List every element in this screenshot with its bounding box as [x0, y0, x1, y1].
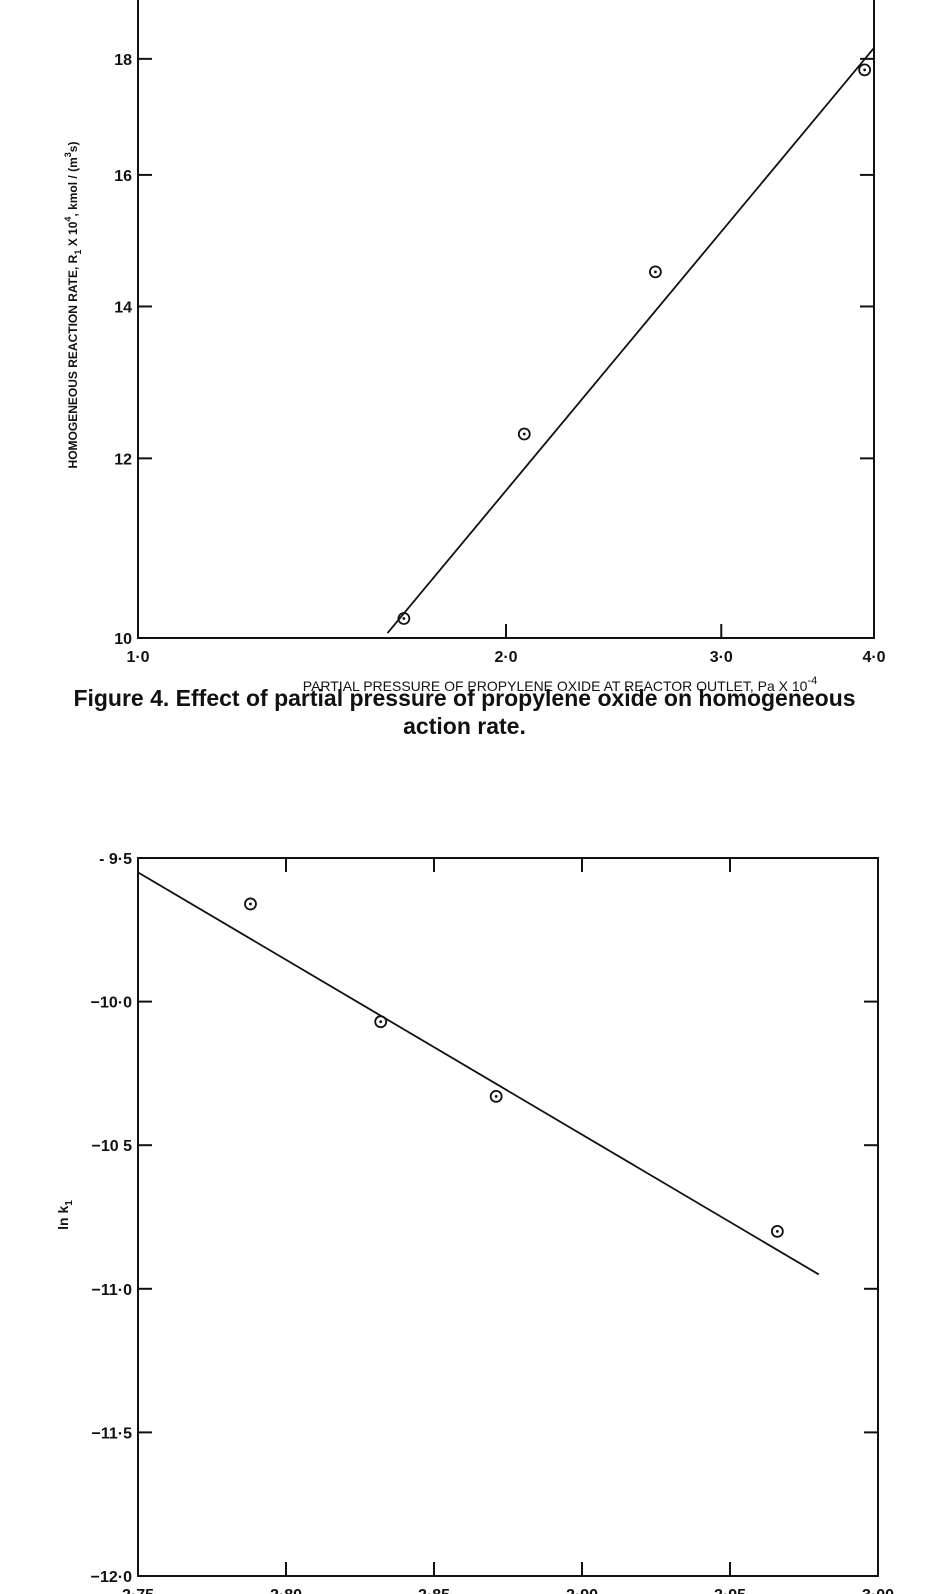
- chart1-plot-frame: [137, 0, 875, 639]
- chart1-x-axis-title: PARTIAL PRESSURE OF PROPYLENE OXIDE AT R…: [303, 675, 817, 694]
- chart2-y-tick-label: −10 5: [92, 1138, 133, 1155]
- chart2-y-tick-label: −10·0: [91, 995, 132, 1012]
- chart1-x-tick-label: 2·0: [494, 649, 517, 666]
- figure-caption-line-2: action rate.: [403, 713, 526, 739]
- chart1-data-point-center: [522, 432, 526, 436]
- chart1-y-axis-title: HOMOGENEOUS REACTION RATE, R1 X 104, kmo…: [63, 142, 83, 469]
- chart2-y-tick-label: −12·0: [91, 1569, 132, 1586]
- chart2-x-tick-label: 2·75: [122, 1587, 154, 1594]
- chart2-data-point: [770, 1224, 784, 1238]
- chart2-data-point-center: [775, 1229, 779, 1233]
- chart1-y-axis-title-text: HOMOGENEOUS REACTION RATE, R: [66, 254, 80, 468]
- chart2-x-tick-label: 2·80: [270, 1587, 302, 1594]
- chart1-y-tick-label: 14: [114, 299, 132, 316]
- chart2-y-tick-label: - 9·5: [99, 851, 132, 868]
- chart1-data-point: [517, 427, 531, 441]
- chart1-x-tick-label: 3·0: [710, 649, 733, 666]
- chart2-x-tick-label: 3·00: [862, 1587, 894, 1594]
- chart2-data-point: [244, 897, 257, 911]
- chart1-y-axis-title-exponent: 4: [63, 217, 73, 222]
- chart2-y-tick-label: −11·0: [92, 1282, 133, 1299]
- chart1-data-point-center: [863, 68, 867, 72]
- chart1-x-axis-title-exponent: -4: [807, 675, 817, 687]
- chart1-y-axis-title-units: , kmol / (m: [66, 157, 80, 216]
- chart1-data-point-center: [402, 617, 406, 620]
- chart2-data-point: [489, 1089, 503, 1103]
- chart2-x-tick-label: 2·85: [418, 1587, 450, 1594]
- chart1-y-tick-label: 10: [114, 631, 132, 648]
- chart2-y-axis-title-text: ln k: [55, 1206, 71, 1230]
- chart2-x-tick-label: 2·95: [714, 1587, 746, 1594]
- chart1-y-tick-label: 12: [114, 451, 132, 468]
- chart1-x-tick-label: 1·0: [126, 649, 149, 666]
- chart1-y-tick-label: 18: [114, 52, 132, 69]
- chart1-data-point: [649, 265, 662, 279]
- chart1-x-tick-label: 4·0: [862, 649, 885, 666]
- chart1-y-axis-title-units-exponent: 3: [63, 152, 73, 157]
- chart1-y-axis-title-units-end: s): [66, 142, 80, 153]
- chart1-data-point-center: [654, 270, 657, 274]
- chart2-data-point-center: [494, 1094, 498, 1098]
- chart2-y-axis-title: ln k1: [55, 1200, 75, 1230]
- chart1-x-axis-title-text: PARTIAL PRESSURE OF PROPYLENE OXIDE AT R…: [303, 678, 808, 694]
- figure-caption-line-1: Figure 4. Effect of partial pressure of …: [73, 685, 856, 711]
- chart1-data-point: [858, 63, 872, 77]
- chart2-data-point-center: [379, 1020, 383, 1024]
- chart2-plot-frame: [137, 857, 879, 1577]
- chart2-y-tick-label: −11·5: [92, 1425, 133, 1442]
- chart1-fit-line: [386, 47, 875, 634]
- chart2-data-point-center: [249, 902, 252, 906]
- chart1-y-axis-title-subscript: 1: [73, 250, 83, 255]
- chart1-y-axis-title-mid: X 10: [66, 221, 80, 249]
- chart2-x-tick-label: 2·90: [566, 1587, 598, 1594]
- chart1-y-tick-label: 16: [114, 168, 132, 185]
- chart2-fit-line: [137, 871, 820, 1276]
- chart2-y-axis-title-subscript: 1: [64, 1200, 75, 1206]
